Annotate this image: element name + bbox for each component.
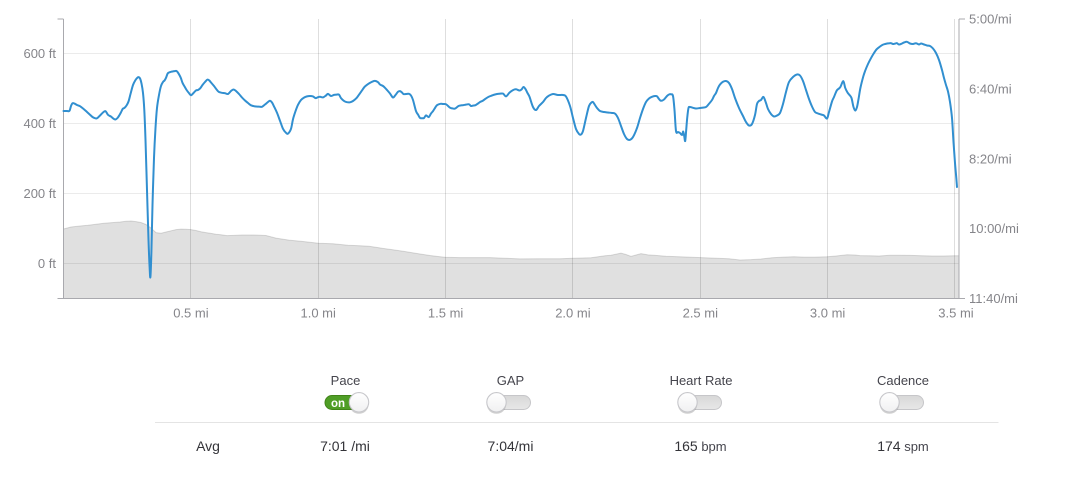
svg-text:2.5 mi: 2.5 mi [683, 306, 719, 321]
svg-text:3.0 mi: 3.0 mi [810, 306, 846, 321]
svg-text:0.5 mi: 0.5 mi [173, 306, 209, 321]
svg-text:Pace: Pace [331, 373, 361, 388]
svg-text:1.5 mi: 1.5 mi [428, 306, 464, 321]
svg-text:400 ft: 400 ft [23, 116, 56, 131]
svg-text:10:00/mi: 10:00/mi [969, 221, 1019, 236]
svg-text:165 bpm: 165 bpm [674, 438, 726, 454]
svg-text:3.5 mi: 3.5 mi [938, 306, 974, 321]
svg-text:1.0 mi: 1.0 mi [300, 306, 336, 321]
svg-text:on: on [331, 398, 345, 410]
svg-text:200 ft: 200 ft [23, 186, 56, 201]
svg-text:6:40/mi: 6:40/mi [969, 81, 1012, 96]
svg-text:7:04/mi: 7:04/mi [488, 438, 534, 454]
svg-text:GAP: GAP [497, 373, 524, 388]
svg-text:Avg: Avg [196, 438, 220, 454]
svg-text:Heart Rate: Heart Rate [670, 373, 733, 388]
svg-text:Cadence: Cadence [877, 373, 929, 388]
svg-text:11:40/mi: 11:40/mi [969, 291, 1018, 306]
svg-text:600 ft: 600 ft [23, 46, 56, 61]
svg-text:7:01 /mi: 7:01 /mi [320, 438, 370, 454]
svg-text:8:20/mi: 8:20/mi [969, 151, 1012, 166]
svg-text:0 ft: 0 ft [38, 256, 56, 271]
svg-text:2.0 mi: 2.0 mi [555, 306, 591, 321]
svg-text:5:00/mi: 5:00/mi [969, 12, 1012, 27]
svg-text:174 spm: 174 spm [877, 438, 929, 454]
